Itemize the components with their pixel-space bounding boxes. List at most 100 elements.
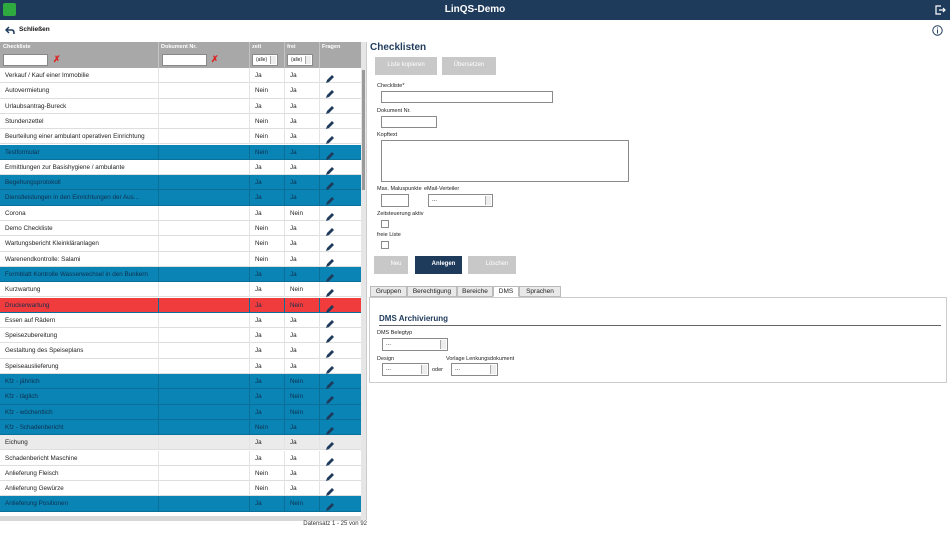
edit-icon[interactable] xyxy=(325,102,335,114)
table-row[interactable]: Eichung Ja Ja xyxy=(0,435,361,451)
edit-icon[interactable] xyxy=(325,469,335,481)
cell-divider xyxy=(284,205,285,221)
table-row[interactable]: Wartungsbericht Kleinkläranlagen Nein Ja xyxy=(0,236,361,252)
table-row[interactable]: Formblatt Kontrolle Wasserwechsel in den… xyxy=(0,266,361,283)
edit-icon[interactable] xyxy=(325,270,335,282)
edit-icon[interactable] xyxy=(325,285,335,298)
select[interactable]: ... xyxy=(382,338,448,351)
cell-divider xyxy=(249,374,250,390)
table-row[interactable]: Kfz - täglich Ja Nein xyxy=(0,389,361,405)
back-icon[interactable] xyxy=(5,25,15,35)
table-row[interactable]: Corona Ja Nein xyxy=(0,205,361,221)
filter-select[interactable]: (alle) xyxy=(252,54,278,66)
table-row[interactable]: Warenendkontrolle: Salami Nein Ja xyxy=(0,251,361,267)
edit-icon[interactable] xyxy=(325,86,335,99)
select[interactable]: ... xyxy=(382,363,429,376)
edit-icon[interactable] xyxy=(325,255,335,267)
table-row[interactable]: Kurzwartung Ja Nein xyxy=(0,282,361,298)
edit-icon[interactable] xyxy=(325,301,335,313)
h-scrollbar[interactable] xyxy=(0,516,361,521)
edit-icon[interactable] xyxy=(325,346,335,359)
edit-icon[interactable] xyxy=(325,408,335,420)
edit-icon[interactable] xyxy=(325,392,335,405)
table-row[interactable]: Druckerwartung Ja Nein xyxy=(0,297,361,313)
table-row[interactable]: Kfz - jährlich Ja Nein xyxy=(0,374,361,390)
table-row[interactable]: Ermittlungen zur Basishygiene / ambulant… xyxy=(0,159,361,176)
text-input[interactable] xyxy=(381,91,553,103)
table-row[interactable]: Autovermietung Nein Ja xyxy=(0,83,361,99)
table-row[interactable]: Anlieferung Gewürze Nein Ja xyxy=(0,481,361,497)
tab[interactable]: Gruppen xyxy=(370,286,407,297)
edit-icon[interactable] xyxy=(325,224,335,236)
filter-input[interactable] xyxy=(162,54,207,66)
table-row[interactable]: Speiseauslieferung Ja Ja xyxy=(0,358,361,374)
tab[interactable]: Bereiche xyxy=(457,286,493,297)
table-row[interactable]: Urlaubsantrag-Bureck Ja Ja xyxy=(0,98,361,114)
edit-icon[interactable] xyxy=(325,132,335,145)
text-input[interactable] xyxy=(381,116,437,128)
edit-icon[interactable] xyxy=(325,423,335,435)
edit-icon[interactable] xyxy=(325,117,335,129)
edit-icon[interactable] xyxy=(325,484,335,497)
table-row[interactable]: Demo Checkliste Nein Ja xyxy=(0,221,361,237)
table-row[interactable]: Begehungsprotokoll Ja Ja xyxy=(0,175,361,191)
create-button[interactable]: Anlegen xyxy=(415,256,462,274)
edit-icon[interactable] xyxy=(325,148,335,160)
edit-icon[interactable] xyxy=(325,163,335,175)
edit-icon[interactable] xyxy=(325,316,335,328)
checkbox[interactable] xyxy=(381,220,389,228)
table-row[interactable]: Schadenbericht Maschine Ja Ja xyxy=(0,450,361,466)
cell-divider xyxy=(319,450,320,466)
scrollbar[interactable] xyxy=(361,42,366,520)
table-row[interactable]: Anlieferung Positionen Ja Nein xyxy=(0,496,361,512)
filter-select[interactable]: (alle) xyxy=(287,54,313,66)
table-row[interactable]: Speisezubereitung Ja Ja xyxy=(0,328,361,344)
edit-icon[interactable] xyxy=(325,362,335,374)
table-row[interactable]: Verkauf / Kauf einer Immobilie Ja Ja xyxy=(0,68,361,84)
cell-checkliste: Anlieferung Fleisch xyxy=(5,469,59,477)
table-row[interactable]: Anlieferung Fleisch Nein Ja xyxy=(0,465,361,482)
edit-icon[interactable] xyxy=(325,499,335,512)
info-icon[interactable] xyxy=(932,25,943,36)
cell-divider xyxy=(158,144,159,160)
tab[interactable]: DMS xyxy=(493,286,519,297)
number-input[interactable] xyxy=(381,194,409,207)
edit-icon[interactable] xyxy=(325,193,335,206)
copy-button[interactable]: Liste kopieren xyxy=(375,57,437,75)
tab[interactable]: Sprachen xyxy=(519,286,561,297)
cell-divider xyxy=(158,266,159,283)
translate-button[interactable]: Übersetzen xyxy=(442,57,496,75)
edit-icon[interactable] xyxy=(325,377,335,389)
table-row[interactable]: Dienstleistungen in den Einrichtungen de… xyxy=(0,190,361,206)
cell-frei: Ja xyxy=(290,362,297,370)
edit-icon[interactable] xyxy=(325,209,335,221)
edit-icon[interactable] xyxy=(325,438,335,451)
select[interactable]: ... xyxy=(451,363,498,376)
logout-icon[interactable] xyxy=(934,4,946,16)
table-row[interactable]: Testformular Nein Ja xyxy=(0,144,361,160)
column-divider xyxy=(249,42,250,68)
table-row[interactable]: Essen auf Rädern Ja Ja xyxy=(0,312,361,329)
table-row[interactable]: Stundenzettel Nein Ja xyxy=(0,113,361,130)
select[interactable]: ... xyxy=(428,194,493,207)
clear-icon[interactable]: ✗ xyxy=(211,54,219,64)
cell-divider xyxy=(319,419,320,436)
edit-icon[interactable] xyxy=(325,178,335,191)
clear-icon[interactable]: ✗ xyxy=(53,54,61,64)
cell-divider xyxy=(319,343,320,359)
edit-icon[interactable] xyxy=(325,454,335,466)
table-row[interactable]: Kfz - Schadenbericht Nein Ja xyxy=(0,419,361,436)
edit-icon[interactable] xyxy=(325,239,335,252)
new-button[interactable]: Neu xyxy=(374,256,408,274)
textarea[interactable] xyxy=(381,140,629,182)
delete-button[interactable]: Löschen xyxy=(468,256,516,274)
table-row[interactable]: Kfz - wöchentlich Ja Nein xyxy=(0,404,361,420)
table-row[interactable]: Beurteilung einer ambulant operativen Ei… xyxy=(0,129,361,145)
table-row[interactable]: Gestaltung des Speiseplans Ja Ja xyxy=(0,343,361,359)
edit-icon[interactable] xyxy=(325,331,335,344)
tab[interactable]: Berechtigung xyxy=(407,286,457,297)
filter-input[interactable] xyxy=(3,54,48,66)
edit-icon[interactable] xyxy=(325,71,335,83)
close-button[interactable]: Schließen xyxy=(19,26,50,33)
checkbox[interactable] xyxy=(381,241,389,249)
